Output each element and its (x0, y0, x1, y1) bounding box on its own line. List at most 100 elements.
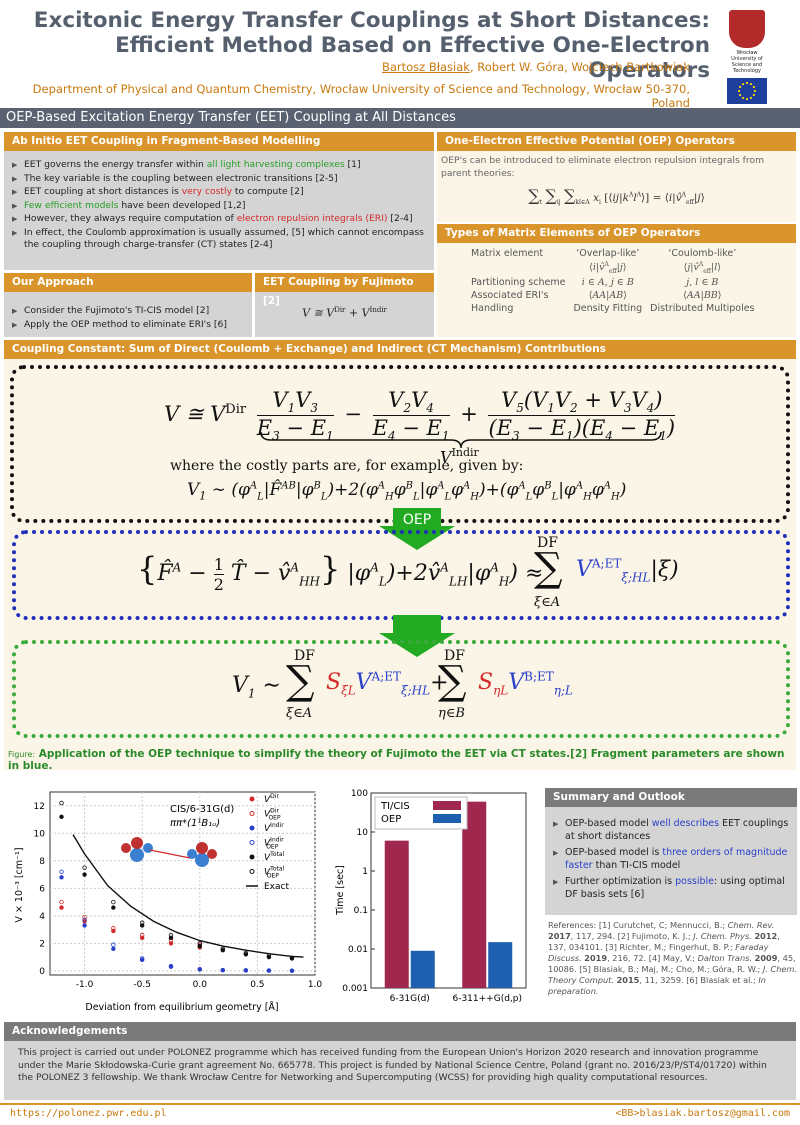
matrix-row-label: Partitioning scheme (471, 277, 566, 289)
data-point (82, 915, 87, 920)
v1-equation: V1 ∼ (φAL|F̂AB|φBL)+2(φAHφBL|φALφAH)+(φA… (187, 480, 627, 503)
data-point (168, 932, 174, 938)
matrix-table: Matrix element ‘Overlap-like’ ‘Coulomb-l… (467, 247, 759, 315)
bar-ticis (462, 801, 487, 988)
sum-df-top-2: DF (294, 648, 315, 664)
affiliation: Department of Physical and Quantum Chemi… (32, 82, 690, 110)
oep-title: One-Electron Effective Potential (OEP) O… (437, 132, 796, 151)
y-tick-label: 0.001 (342, 984, 368, 994)
data-point (139, 920, 145, 925)
data-point (82, 872, 87, 877)
data-point (82, 923, 87, 928)
matrix-cell: i ∈ A, j ∈ B (581, 277, 634, 289)
data-point (243, 952, 249, 957)
approach-panel: Our Approach Consider the Fujimoto's TI-… (4, 273, 252, 337)
figure-caption: Figure: Application of the OEP technique… (8, 748, 785, 772)
bar-ticis (384, 840, 409, 988)
data-point (168, 963, 174, 969)
bar-oep (410, 950, 435, 988)
data-point (243, 968, 249, 973)
plot1-ylabel: V × 10⁻³ [cm⁻¹] (14, 847, 25, 922)
summary-title: Summary and Outlook (545, 788, 797, 807)
data-point (243, 950, 249, 956)
matrix-cell: ⟨i|v̂Aeff|j⟩ (589, 261, 627, 276)
list-item: OEP-based model is three orders of magni… (553, 847, 789, 872)
oep-text: OEP's can be introduced to eliminate ele… (441, 155, 765, 179)
list-item: However, they always require computation… (12, 213, 426, 226)
legend-label: VTotal (264, 851, 285, 863)
footer-url-link[interactable]: https://polonez.pwr.edu.pl (10, 1108, 167, 1119)
matrix-cell: Density Fitting (573, 303, 643, 315)
sum-df-top-3: DF (444, 648, 465, 664)
data-point (220, 946, 226, 952)
ab-initio-panel: Ab Initio EET Coupling in Fragment-Based… (4, 132, 434, 270)
oep-arrow-icon (379, 508, 455, 550)
presenting-author: Bartosz Błasiak (381, 60, 470, 74)
acknowledgements-panel: Acknowledgements This project is carried… (4, 1022, 796, 1100)
plot2-legend: TI/CIS OEP (374, 796, 468, 830)
footer: https://polonez.pwr.edu.pl <BB>blasiak.b… (0, 1103, 800, 1125)
matrix-row-label: Associated ERI's (471, 290, 549, 302)
references: References: [1] Curutchet, C; Mennucci, … (548, 920, 798, 996)
plot2-ylabel: Time [sec] (335, 865, 346, 916)
eu-flag-icon (727, 78, 767, 104)
final-term-1: SξLVA;ETξ;HL+ (326, 670, 449, 698)
legend-label: VDir (264, 793, 279, 805)
underbrace-icon (260, 431, 662, 449)
legend-label: VTotal OEP (264, 866, 285, 880)
legend-swatch (249, 796, 255, 802)
y-tick-label: 8 (39, 857, 45, 867)
fujimoto-title: EET Coupling by Fujimoto [2] (255, 273, 434, 307)
ack-title: Acknowledgements (4, 1022, 796, 1041)
x-tick-label: 0.0 (193, 980, 208, 990)
x-tick-label: -0.5 (133, 980, 151, 990)
plot1-frame (49, 791, 316, 976)
data-point (59, 814, 64, 819)
ack-text: This project is carried out under POLONE… (18, 1047, 767, 1083)
footer-email-link[interactable]: <BB>blasiak.bartosz@gmail.com (615, 1108, 790, 1119)
data-point (197, 941, 202, 946)
fujimoto-equation: V ≅ VDir + VIndir (302, 306, 387, 320)
summary-list: OEP-based model well describes EET coupl… (545, 807, 797, 901)
matrix-cell: ⟨AA|BB⟩ (683, 290, 722, 302)
data-point (111, 899, 116, 905)
legend-swatch (433, 801, 461, 810)
data-point (59, 905, 64, 910)
legend-label: VIndir OEP (264, 837, 284, 851)
list-item: OEP-based model well describes EET coupl… (553, 818, 789, 843)
sum-df-top: DF (537, 535, 558, 551)
legend-swatch (249, 854, 255, 860)
poster-header: Excitonic Energy Transfer Couplings at S… (0, 0, 800, 110)
data-point (197, 967, 202, 972)
series-line-exact (72, 834, 304, 958)
data-point (82, 917, 87, 923)
down-arrow-icon (379, 615, 455, 657)
y-tick-label: 0.1 (354, 906, 368, 916)
list-item: The key variable is the coupling between… (12, 173, 426, 186)
molecule-illustration-icon (121, 837, 217, 867)
x-tick-label: 6-311++G(d,p) (452, 994, 522, 1004)
approach-title: Our Approach (4, 273, 252, 292)
matrix-row-label: Matrix element (471, 248, 544, 259)
bar-oep (488, 942, 513, 988)
oep-equation-rhs: VA;ETξ;HL|ξ) (576, 557, 679, 585)
list-item: Few efficient models have been developed… (12, 200, 426, 213)
data-point (139, 932, 145, 938)
data-point (111, 946, 116, 952)
legend-swatch (249, 811, 255, 816)
x-tick-label: 0.5 (250, 980, 264, 990)
sum-index: ξ∈A (534, 595, 561, 610)
matrix-col-header: ‘Coulomb-like’ (668, 248, 737, 259)
data-point (111, 926, 116, 931)
data-point (82, 865, 87, 870)
data-point (111, 942, 116, 947)
matrix-row-label: Handling (471, 303, 514, 315)
data-point (59, 869, 64, 875)
plot1-annotation: CIS/6-31G(d) (170, 804, 234, 815)
data-point (220, 967, 226, 973)
legend-label: VIndir (264, 822, 284, 834)
y-tick-label: 12 (34, 802, 45, 812)
y-tick-label: 4 (39, 912, 45, 922)
data-point (59, 899, 64, 905)
